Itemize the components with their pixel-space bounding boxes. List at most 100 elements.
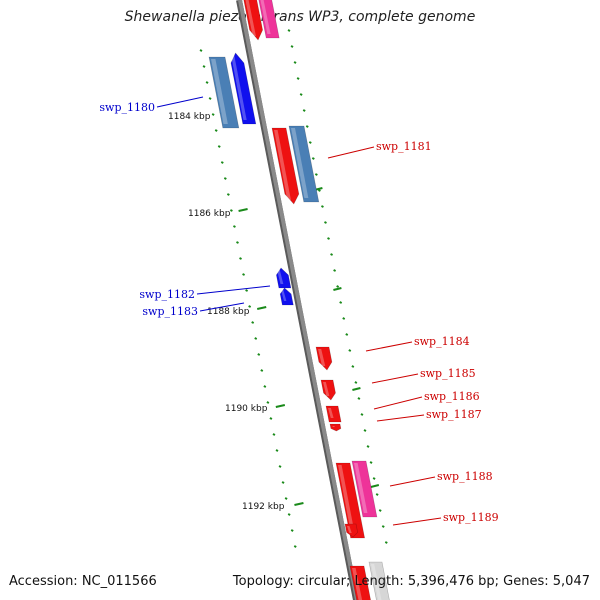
tick-label-1186: 1186 kbp (188, 209, 231, 219)
outer-ring-dot (311, 157, 315, 160)
inner-ring-dot (266, 401, 270, 404)
gene-label-swp-1186[interactable]: swp_1186 (424, 390, 480, 403)
inner-ring-dot (251, 321, 255, 324)
map-title: Shewanella piezotolerans WP3, complete g… (124, 9, 476, 25)
inner-ring-dot (202, 65, 206, 68)
outer-ring-dot (320, 205, 324, 208)
inner-ring-dot (229, 209, 233, 212)
gene-label-swp-1185[interactable]: swp_1185 (420, 367, 476, 380)
gene-swp-1181-steel-highlight (291, 128, 309, 198)
inner-ring-dot (284, 497, 288, 500)
inner-ring-dot (278, 465, 282, 468)
outer-ring-dot (317, 189, 321, 192)
genome-summary-text: Topology: circular; Length: 5,396,476 bp… (232, 574, 590, 589)
gene-label-swp-1184[interactable]: swp_1184 (414, 335, 470, 348)
outer-ring-dot (339, 301, 343, 304)
inner-ring-dot (242, 273, 246, 276)
accession-text: Accession: NC_011566 (9, 574, 157, 589)
outer-ring-dot (308, 141, 312, 144)
outer-ring-dot (324, 221, 327, 224)
inner-ring-dot (205, 81, 209, 84)
tick-label-1184: 1184 kbp (168, 112, 211, 122)
outer-ring-dot (342, 317, 346, 320)
leader-line (373, 396, 423, 410)
leader-line (196, 285, 271, 295)
outer-ring-dot (381, 525, 385, 528)
outer-ring-dot (293, 61, 297, 64)
inner-ring-dot (199, 49, 203, 52)
major-tick-inner (256, 306, 267, 310)
gene-bottom-red-highlight (352, 568, 363, 600)
inner-ring-dot (214, 129, 218, 132)
gene-top-pink-highlight (260, 0, 271, 34)
major-tick-outer (333, 287, 342, 291)
outer-ring-dot (348, 349, 352, 352)
outer-ring-dot (333, 269, 337, 272)
leader-line (392, 517, 442, 526)
gene-swp-1180-blue (230, 52, 257, 125)
gene-swp-1180-steel-highlight (211, 59, 228, 124)
gene-swp-1186 (325, 405, 342, 423)
inner-ring-dot (257, 353, 261, 356)
inner-ring-dot (290, 529, 294, 532)
outer-ring-dot (336, 285, 340, 288)
gene-label-swp-1180[interactable]: swp_1180 (99, 101, 155, 114)
gene-swp-1183-highlight (281, 290, 287, 301)
gene-swp-1180-blue-highlight (231, 55, 247, 120)
gene-label-swp-1189[interactable]: swp_1189 (443, 511, 499, 524)
inner-ring-dot (232, 225, 236, 228)
inner-ring-dot (263, 385, 267, 388)
outer-ring-dot (296, 77, 300, 80)
gene-swp-1185 (320, 379, 336, 401)
outer-ring-dot (345, 333, 349, 336)
inner-ring-dot (226, 193, 230, 196)
gene-label-swp-1183[interactable]: swp_1183 (142, 305, 198, 318)
gene-label-swp-1187[interactable]: swp_1187 (426, 408, 482, 421)
outer-ring-dot (363, 429, 367, 432)
major-tick-inner (238, 208, 248, 212)
inner-ring-dot (208, 97, 212, 100)
outer-ring-dot (327, 237, 330, 240)
gene-swp-1182-highlight (277, 270, 284, 284)
outer-ring-dot (354, 381, 358, 384)
inner-ring-dot (217, 145, 221, 148)
outer-ring-dot (305, 125, 309, 128)
outer-ring-dot (299, 93, 303, 96)
inner-ring-dot (272, 433, 276, 436)
gene-label-swp-1181[interactable]: swp_1181 (376, 140, 432, 153)
gene-swp-1184 (315, 346, 333, 371)
leader-line (389, 476, 436, 487)
inner-ring-dot (281, 481, 285, 484)
outer-ring-dot (351, 365, 355, 368)
leader-line (199, 302, 245, 312)
outer-ring-dot (384, 541, 388, 544)
outer-ring-dot (357, 397, 361, 400)
gene-swp-1182 (276, 267, 292, 289)
genome-backbone (238, 0, 359, 600)
outer-ring-dot (366, 445, 370, 448)
outer-ring-dot (375, 493, 379, 496)
gene-swp-1189-highlight (347, 526, 352, 533)
inner-ring-dot (248, 305, 252, 308)
gene-swp-1184-highlight (318, 349, 326, 366)
gene-label-swp-1182[interactable]: swp_1182 (139, 288, 195, 301)
inner-ring-dot (287, 513, 291, 516)
leader-line (371, 373, 419, 384)
tick-label-1190: 1190 kbp (225, 404, 268, 414)
tick-label-1188: 1188 kbp (207, 307, 250, 317)
outer-ring-dot (302, 109, 306, 112)
inner-ring-dot (245, 289, 249, 292)
gene-bottom-gray (368, 561, 390, 600)
gene-swp-1180-steel (208, 56, 240, 129)
gene-swp-1183 (279, 287, 294, 306)
inner-ring-dot (260, 369, 264, 372)
gene-swp-1187-highlight (332, 426, 336, 427)
gene-label-swp-1188[interactable]: swp_1188 (437, 470, 493, 483)
tick-label-1192: 1192 kbp (242, 502, 285, 512)
gene-top-red-highlight (245, 0, 256, 36)
inner-ring-dot (236, 241, 239, 244)
gene-swp-1181-red-highlight (274, 130, 291, 200)
major-tick-inner (275, 404, 286, 408)
outer-ring-dot (330, 253, 334, 256)
outer-ring-dot (369, 461, 373, 464)
